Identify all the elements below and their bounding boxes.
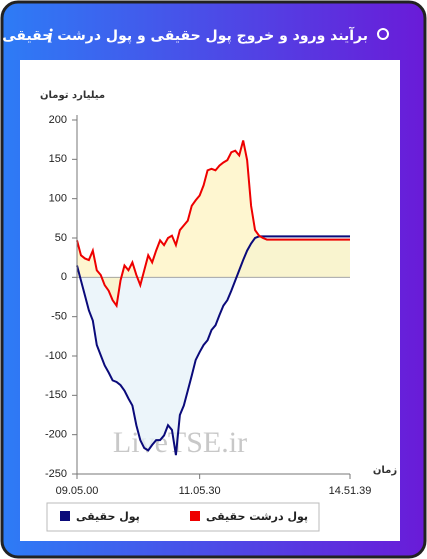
- y-tick-label: 50: [55, 232, 67, 244]
- legend: [46, 502, 320, 532]
- header-title: برآیند ورود و خروج پول حقیقی و پول درشت …: [0, 26, 368, 44]
- y-axis-label: میلیارد تومان: [40, 90, 105, 101]
- info-icon[interactable]: i: [47, 26, 53, 48]
- watermark: LiveTSE.ir: [113, 426, 247, 459]
- y-tick-label: 150: [49, 153, 67, 165]
- legend-label: پول حقیقی: [76, 510, 140, 523]
- y-tick-label: -150: [45, 389, 67, 401]
- legend-label: پول درشت حقیقی: [206, 510, 308, 523]
- legend-swatch: [190, 511, 200, 521]
- x-tick-label: 14.51.39: [329, 485, 372, 497]
- y-tick-label: -50: [51, 311, 67, 323]
- area: [77, 140, 350, 306]
- y-tick-label: -250: [45, 468, 67, 480]
- y-tick-label: -200: [45, 429, 67, 441]
- y-tick-label: 100: [49, 193, 67, 205]
- legend-swatch: [60, 511, 70, 521]
- y-tick-label: -100: [45, 350, 67, 362]
- area: [77, 236, 350, 456]
- line: [76, 140, 350, 309]
- x-axis-label: زمان: [373, 465, 397, 476]
- y-tick-label: 0: [61, 271, 67, 283]
- link-icon[interactable]: [377, 28, 389, 40]
- x-tick-label: 09.05.00: [56, 485, 99, 497]
- x-tick-label: 11.05.30: [179, 485, 221, 497]
- y-tick-label: 200: [49, 114, 67, 126]
- line: [76, 235, 350, 456]
